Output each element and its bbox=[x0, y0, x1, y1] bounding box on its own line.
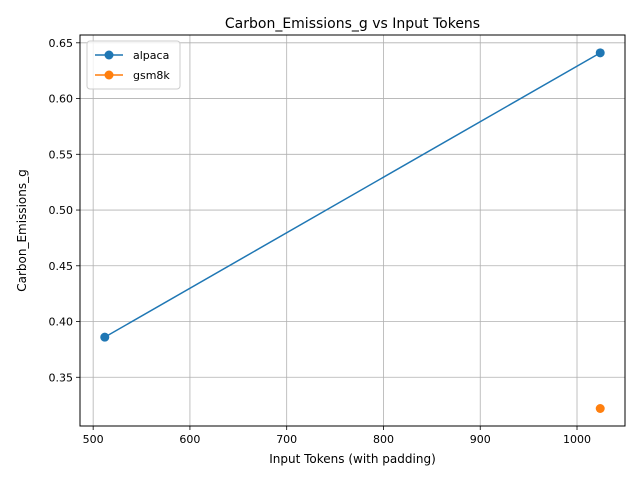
y-tick-label: 0.55 bbox=[49, 148, 74, 161]
plot-frame bbox=[79, 34, 626, 427]
y-tick-label: 0.60 bbox=[49, 93, 74, 106]
x-tick-label: 900 bbox=[470, 433, 491, 446]
y-tick-label: 0.35 bbox=[49, 371, 74, 384]
data-point-gsm8k bbox=[595, 403, 605, 413]
y-tick-label: 0.50 bbox=[49, 204, 74, 217]
y-tick-label: 0.45 bbox=[49, 260, 74, 273]
legend-label-gsm8k: gsm8k bbox=[133, 69, 170, 82]
x-tick-label: 600 bbox=[179, 433, 200, 446]
series-line-alpaca bbox=[104, 52, 601, 338]
y-tick-label: 0.65 bbox=[49, 37, 74, 50]
x-axis-label: Input Tokens (with padding) bbox=[269, 452, 436, 466]
legend-marker-alpaca bbox=[104, 50, 114, 60]
legend-marker-gsm8k bbox=[104, 70, 114, 80]
y-axis-label: Carbon_Emissions_g bbox=[15, 169, 29, 292]
x-tick-label: 1000 bbox=[563, 433, 591, 446]
legend: alpaca gsm8k bbox=[86, 40, 181, 90]
x-tick-label: 700 bbox=[276, 433, 297, 446]
legend-label-alpaca: alpaca bbox=[133, 49, 169, 62]
x-tick-label: 500 bbox=[83, 433, 104, 446]
chart-title: Carbon_Emissions_g vs Input Tokens bbox=[225, 16, 480, 32]
ticks: 500 600 700 800 900 1000 0.35 0.40 0.45 0.50 0.55 0… bbox=[49, 37, 592, 446]
y-tick-label: 0.40 bbox=[49, 316, 74, 329]
x-tick-label: 800 bbox=[373, 433, 394, 446]
data-point-alpaca bbox=[100, 332, 110, 342]
series-layer bbox=[100, 48, 605, 413]
data-point-alpaca bbox=[595, 48, 605, 58]
grid bbox=[80, 35, 625, 426]
